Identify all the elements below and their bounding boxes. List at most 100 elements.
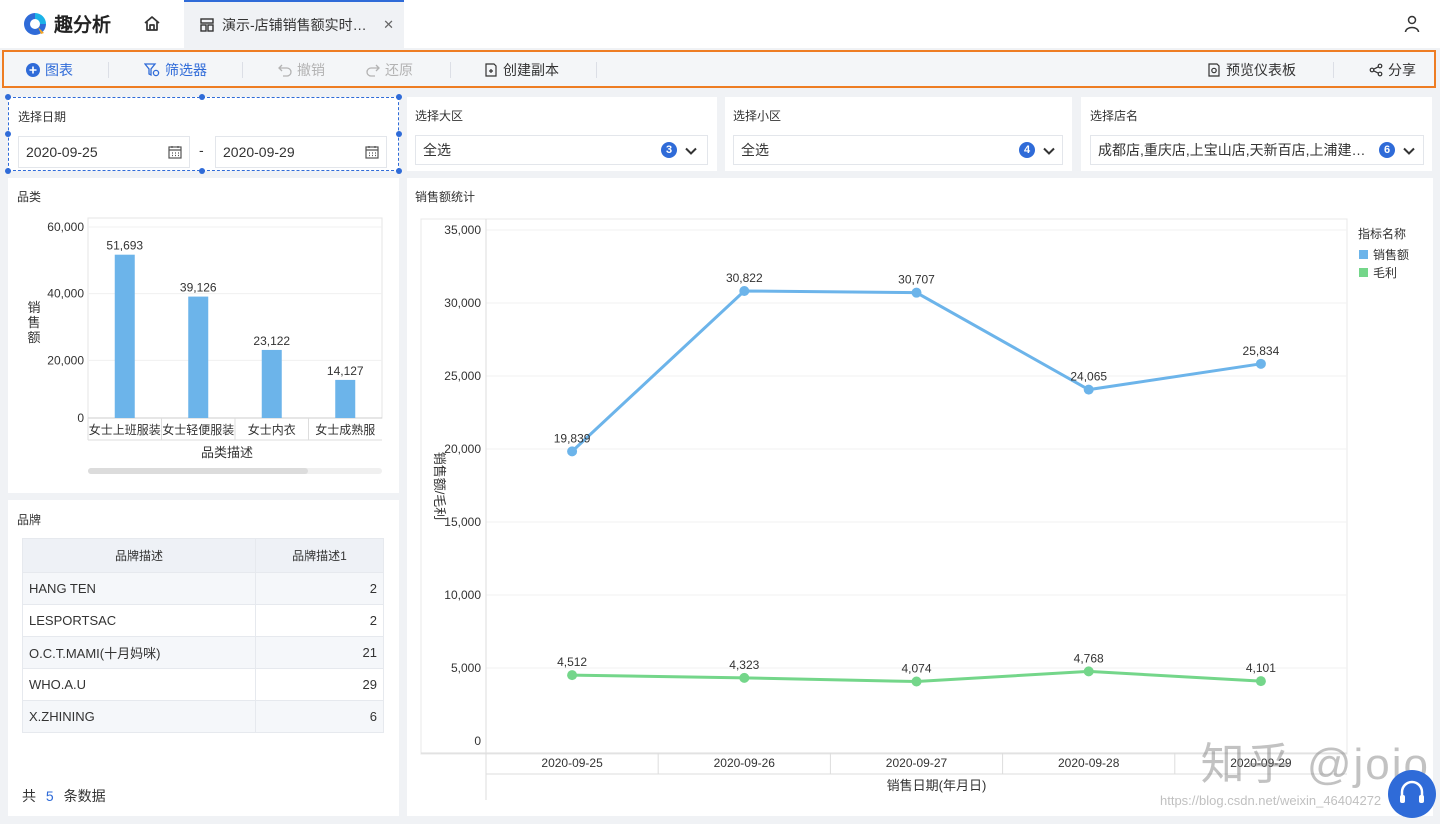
dashboard-icon: [200, 18, 214, 32]
close-tab-icon[interactable]: ✕: [383, 17, 394, 32]
legend-swatch: [1359, 268, 1368, 277]
resize-handle[interactable]: [5, 94, 11, 100]
brand-name-cell: O.C.T.MAMI(十月妈咪): [22, 636, 256, 669]
region-filter-label: 选择大区: [415, 109, 464, 123]
resize-handle[interactable]: [199, 94, 205, 100]
resize-handle[interactable]: [396, 131, 402, 137]
brand-name-cell: HANG TEN: [22, 572, 256, 605]
x-axis-title: 销售日期(年月日): [887, 778, 987, 793]
start-date-value: 2020-09-25: [26, 144, 98, 160]
user-icon[interactable]: [1404, 15, 1420, 33]
preview-icon: [1208, 63, 1220, 77]
store-select[interactable]: 成都店,重庆店,上宝山店,天新百店,上浦建… 6: [1090, 135, 1424, 165]
start-date-input[interactable]: 2020-09-25: [18, 136, 190, 168]
data-label: 25,834: [1243, 344, 1280, 358]
toolbar-divider: [1333, 62, 1334, 78]
table-row[interactable]: HANG TEN 2: [22, 572, 384, 605]
brand-value-cell: 29: [255, 668, 384, 701]
table-header-row: 品牌描述 品牌描述1: [22, 538, 384, 573]
brand-name-cell: X.ZHINING: [22, 700, 256, 733]
bar-value-label: 23,122: [253, 334, 290, 348]
resize-handle[interactable]: [5, 168, 11, 174]
table-row[interactable]: WHO.A.U 29: [22, 668, 384, 701]
data-point: [1083, 666, 1094, 677]
data-point: [567, 446, 578, 457]
brand-panel-title: 品牌: [17, 513, 42, 527]
home-icon[interactable]: [142, 14, 162, 34]
bar: [261, 349, 282, 418]
brand-name-cell: WHO.A.U: [22, 668, 256, 701]
brand-value-cell: 21: [255, 636, 384, 669]
create-copy-button[interactable]: 创建副本: [484, 60, 559, 80]
column-header[interactable]: 品牌描述1: [255, 538, 384, 573]
subregion-filter-label: 选择小区: [733, 109, 782, 123]
redo-button[interactable]: 还原: [366, 60, 413, 80]
undo-button[interactable]: 撤销: [278, 60, 325, 80]
y-tick-label: 20,000: [47, 353, 84, 367]
x-tick-label: 2020-09-28: [1058, 756, 1120, 770]
x-tick-label: 2020-09-27: [886, 756, 948, 770]
region-select[interactable]: 全选 3: [415, 135, 708, 165]
resize-handle[interactable]: [396, 168, 402, 174]
y-axis-title: 销售额/毛利: [432, 452, 447, 521]
toolbar-divider: [596, 62, 597, 78]
y-tick-label: 10,000: [444, 588, 481, 602]
data-point: [1255, 676, 1266, 687]
table-row[interactable]: O.C.T.MAMI(十月妈咪) 21: [22, 636, 384, 669]
y-tick-label: 0: [474, 734, 481, 748]
date-filter-panel[interactable]: 选择日期 2020-09-25 - 2020-09-29: [8, 97, 399, 171]
legend-title: 指标名称: [1358, 226, 1406, 241]
bar: [188, 296, 209, 418]
toolbar-divider: [450, 62, 451, 78]
table-row[interactable]: LESPORTSAC 2: [22, 604, 384, 637]
data-label: 24,065: [1070, 370, 1107, 384]
sales-panel: 销售额统计 35,000 30,000 25,000 20,000 15,000 10,0…: [407, 178, 1433, 816]
app-logo[interactable]: 趣分析: [22, 10, 111, 37]
data-label: 4,074: [901, 662, 931, 676]
scrollbar-thumb: [88, 468, 308, 474]
resize-handle[interactable]: [5, 131, 11, 137]
series-line: [571, 289, 1262, 453]
data-point: [739, 285, 750, 296]
toolbar-divider: [108, 62, 109, 78]
data-label: 19,839: [554, 431, 591, 445]
sales-line-chart: 35,000 30,000 25,000 20,000 15,000 10,000 5,00…: [420, 218, 1409, 800]
y-tick-label: 20,000: [444, 442, 481, 456]
footer-count: 5: [45, 788, 54, 804]
y-axis-title-char: 销: [27, 300, 40, 315]
x-tick-label: 女士成熟服: [315, 422, 375, 437]
store-count-badge: 6: [1379, 142, 1395, 158]
brand-value-cell: 6: [255, 700, 384, 733]
y-tick-label: 30,000: [444, 296, 481, 310]
preview-dashboard-button[interactable]: 预览仪表板: [1207, 60, 1296, 80]
table-row[interactable]: X.ZHINING 6: [22, 700, 384, 733]
data-point: [911, 676, 922, 687]
column-header[interactable]: 品牌描述: [22, 538, 256, 573]
tab-dashboard[interactable]: 演示-店铺销售额实时… ✕: [184, 0, 404, 48]
data-label: 4,101: [1246, 661, 1276, 675]
chat-button[interactable]: [1388, 770, 1436, 818]
end-date-input[interactable]: 2020-09-29: [215, 136, 387, 168]
share-button[interactable]: 分享: [1369, 60, 1416, 80]
data-point: [1255, 358, 1266, 369]
add-filter-button[interactable]: 筛选器: [144, 60, 207, 80]
data-point: [739, 672, 750, 683]
store-filter-panel: 选择店名 成都店,重庆店,上宝山店,天新百店,上浦建… 6: [1081, 97, 1432, 171]
brand-value-cell: 2: [255, 572, 384, 605]
y-axis-title-char: 额: [27, 330, 40, 345]
subregion-select[interactable]: 全选 4: [733, 135, 1063, 165]
y-tick-label: 40,000: [47, 287, 84, 301]
x-tick-label: 2020-09-29: [1230, 756, 1292, 770]
resize-handle[interactable]: [396, 94, 402, 100]
region-count-badge: 3: [661, 142, 677, 158]
brand-name-cell: LESPORTSAC: [22, 604, 256, 637]
y-axis-title-char: 售: [27, 315, 40, 330]
x-axis-title: 品类描述: [201, 445, 253, 460]
category-bar-chart: 60,000 40,000 20,000 0 51,693 女士上班服装 39,126 女士轻…: [27, 217, 383, 474]
add-chart-button[interactable]: 图表: [26, 60, 73, 80]
data-point: [911, 287, 922, 298]
resize-handle[interactable]: [199, 168, 205, 174]
chat-icon: [1400, 780, 1424, 803]
category-panel: 品类 60,000 40,000 20,000 0 51,693 女士上班服装 39,126…: [8, 178, 399, 493]
filter-icon: [144, 63, 160, 77]
